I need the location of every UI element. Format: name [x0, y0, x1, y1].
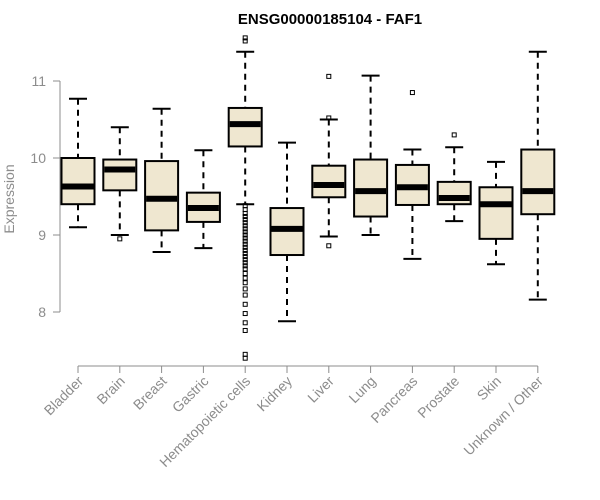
- y-tick-label: 8: [38, 304, 46, 320]
- outlier-point: [242, 292, 248, 298]
- outlier-point: [242, 226, 248, 232]
- outlier-point: [242, 260, 248, 266]
- outlier-point: [242, 271, 248, 276]
- outlier-point: [242, 327, 248, 333]
- box-iqr: [102, 158, 138, 192]
- x-tick-label: Kidney: [254, 373, 296, 415]
- outlier-point: [242, 263, 248, 269]
- chart-title: ENSG00000185104 - FAF1: [238, 11, 422, 28]
- box-iqr: [227, 106, 263, 148]
- y-tick-label: 9: [38, 227, 46, 243]
- y-tick-label: 10: [30, 150, 46, 166]
- outlier-point: [242, 38, 248, 44]
- outlier-point: [242, 229, 248, 235]
- box-unknown-other: [520, 50, 556, 301]
- box-breast: [144, 107, 180, 253]
- outlier-point: [242, 320, 248, 326]
- x-tick-label: Lung: [345, 373, 378, 406]
- outlier-point: [242, 220, 248, 226]
- box-hematopoietic-cells: [227, 35, 263, 361]
- outlier-point: [326, 243, 332, 249]
- outlier-point: [326, 73, 332, 79]
- outlier-point: [242, 217, 248, 223]
- box-kidney: [269, 141, 305, 323]
- outlier-point: [242, 275, 248, 281]
- outlier-point: [242, 223, 248, 229]
- box-iqr: [478, 186, 514, 240]
- outlier-point: [242, 301, 248, 307]
- y-tick-label: 11: [31, 73, 46, 89]
- outlier-point: [242, 241, 248, 247]
- y-axis-label: Expression: [1, 164, 17, 233]
- outlier-point: [326, 115, 332, 121]
- outlier-point: [242, 235, 248, 241]
- box-iqr: [520, 148, 556, 216]
- outlier-point: [409, 90, 415, 96]
- outlier-point: [242, 355, 248, 361]
- box-brain: [102, 126, 138, 242]
- x-tick-label: Bladder: [41, 373, 87, 419]
- x-tick-label: Breast: [130, 373, 170, 413]
- box-liver: [311, 73, 347, 249]
- x-tick-label: Prostate: [414, 373, 462, 421]
- outlier-point: [242, 286, 248, 292]
- outlier-point: [242, 311, 248, 317]
- outlier-point: [451, 132, 457, 138]
- outlier-point: [242, 238, 248, 244]
- x-tick-label: Skin: [474, 373, 505, 404]
- box-lung: [353, 74, 389, 236]
- box-skin: [478, 160, 514, 266]
- outlier-point: [242, 210, 248, 216]
- outlier-point: [242, 250, 248, 256]
- box-prostate: [436, 132, 472, 223]
- x-tick-label: Unknown / Other: [460, 373, 546, 459]
- outlier-point: [242, 247, 248, 253]
- outlier-point: [242, 266, 248, 272]
- box-iqr: [144, 160, 180, 232]
- box-iqr: [353, 158, 389, 218]
- outlier-point: [242, 232, 248, 238]
- boxes-layer: [60, 35, 556, 361]
- y-axis: 8 9 10 11: [30, 73, 61, 320]
- outlier-point: [117, 236, 123, 242]
- box-iqr: [311, 164, 347, 199]
- outlier-point: [242, 214, 248, 220]
- outlier-point: [242, 35, 248, 41]
- x-tick-label: Brain: [93, 373, 127, 407]
- outlier-point: [242, 254, 248, 260]
- box-iqr: [60, 157, 96, 206]
- box-bladder: [60, 97, 96, 229]
- outlier-point: [242, 280, 248, 286]
- box-pancreas: [394, 90, 430, 260]
- outlier-point: [242, 244, 248, 250]
- x-tick-label: Liver: [304, 373, 337, 406]
- box-gastric: [185, 149, 221, 250]
- outlier-point: [242, 257, 248, 263]
